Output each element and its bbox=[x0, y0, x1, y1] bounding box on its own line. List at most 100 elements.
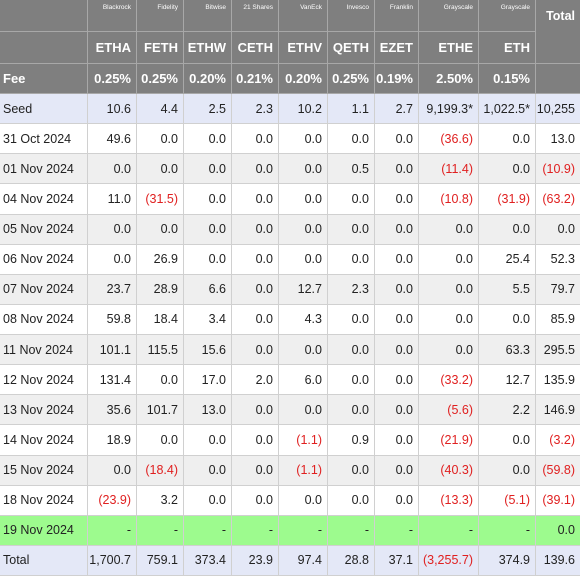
fee-value: 0.25% bbox=[88, 64, 137, 94]
flow-value-cell: 0.0 bbox=[232, 244, 279, 275]
date-row-label: 08 Nov 2024 bbox=[0, 304, 88, 335]
flow-value-cell: 37.1 bbox=[375, 545, 419, 576]
flow-value-cell: - bbox=[232, 515, 279, 546]
flow-value-cell: 0.0 bbox=[536, 214, 580, 245]
flow-value-cell: (63.2) bbox=[536, 184, 580, 215]
flow-value-cell: (31.9) bbox=[479, 184, 536, 215]
flow-value-cell: 0.0 bbox=[184, 425, 232, 456]
flow-value-cell: 0.0 bbox=[184, 184, 232, 215]
flow-value-cell: 0.0 bbox=[279, 395, 328, 426]
flow-value-cell: 6.0 bbox=[279, 365, 328, 396]
flow-value-cell: 135.9 bbox=[536, 365, 580, 396]
flow-value-cell: 0.0 bbox=[88, 154, 137, 185]
issuer-label: Grayscale bbox=[479, 0, 536, 32]
flow-value-cell: 25.4 bbox=[479, 244, 536, 275]
flow-value-cell: 97.4 bbox=[279, 545, 328, 576]
flow-value-cell: (13.3) bbox=[419, 485, 479, 516]
fee-value: 2.50% bbox=[419, 64, 479, 94]
flow-value-cell: (59.8) bbox=[536, 455, 580, 486]
flow-value-cell: 10,255 bbox=[536, 94, 580, 125]
flow-value-cell: 0.0 bbox=[184, 124, 232, 155]
flow-value-cell: 0.0 bbox=[279, 244, 328, 275]
flow-value-cell: 0.0 bbox=[137, 365, 184, 396]
flow-value-cell: 2.3 bbox=[328, 274, 375, 305]
flow-value-cell: 131.4 bbox=[88, 365, 137, 396]
flow-value-cell: (5.1) bbox=[479, 485, 536, 516]
total-column-header: Total bbox=[536, 0, 580, 64]
flow-value-cell: 0.0 bbox=[328, 184, 375, 215]
fee-value: 0.25% bbox=[137, 64, 184, 94]
flow-value-cell: 0.0 bbox=[479, 214, 536, 245]
flow-value-cell: - bbox=[184, 515, 232, 546]
issuer-label: Blackrock bbox=[88, 0, 137, 32]
flow-value-cell: 4.3 bbox=[279, 304, 328, 335]
flow-value-cell: 23.7 bbox=[88, 274, 137, 305]
flow-value-cell: 0.0 bbox=[232, 184, 279, 215]
flow-value-cell: (31.5) bbox=[137, 184, 184, 215]
flow-value-cell: 15.6 bbox=[184, 335, 232, 366]
flow-value-cell: 12.7 bbox=[479, 365, 536, 396]
issuer-label: Invesco bbox=[328, 0, 375, 32]
date-row-label: 18 Nov 2024 bbox=[0, 485, 88, 516]
flow-value-cell: (18.4) bbox=[137, 455, 184, 486]
flow-value-cell: 2.0 bbox=[232, 365, 279, 396]
flow-value-cell: (39.1) bbox=[536, 486, 580, 516]
flow-value-cell: 2.7 bbox=[375, 94, 419, 125]
fee-value: 0.20% bbox=[279, 64, 328, 94]
flow-value-cell: (36.6) bbox=[419, 124, 479, 155]
flow-value-cell: (5.6) bbox=[419, 395, 479, 426]
date-row-label: 15 Nov 2024 bbox=[0, 455, 88, 486]
ticker-label: ETHV bbox=[279, 32, 328, 64]
flow-value-cell: 10.6 bbox=[88, 94, 137, 125]
flow-value-cell: 0.0 bbox=[375, 365, 419, 396]
flow-value-cell: 13.0 bbox=[184, 395, 232, 426]
flow-value-cell: 11.0 bbox=[88, 184, 137, 215]
flow-value-cell: 10.2 bbox=[279, 94, 328, 125]
fee-value: 0.21% bbox=[232, 64, 279, 94]
date-row-label: 14 Nov 2024 bbox=[0, 425, 88, 456]
flow-value-cell: 0.0 bbox=[137, 425, 184, 456]
flow-value-cell: 374.9 bbox=[479, 545, 536, 576]
flow-value-cell: 2.2 bbox=[479, 395, 536, 426]
flow-value-cell: (40.3) bbox=[419, 455, 479, 486]
flow-value-cell: (23.9) bbox=[88, 485, 137, 516]
flow-value-cell: 0.0 bbox=[375, 244, 419, 275]
flow-value-cell: 0.0 bbox=[232, 154, 279, 185]
flow-value-cell: 0.0 bbox=[375, 154, 419, 185]
flow-value-cell: 28.9 bbox=[137, 274, 184, 305]
flow-value-cell: - bbox=[375, 515, 419, 546]
flow-value-cell: 0.0 bbox=[375, 124, 419, 155]
flow-value-cell: 28.8 bbox=[328, 545, 375, 576]
flow-value-cell: - bbox=[88, 515, 137, 546]
flow-value-cell: 0.0 bbox=[419, 214, 479, 245]
flow-value-cell: (33.2) bbox=[419, 365, 479, 396]
flow-value-cell: 79.7 bbox=[536, 274, 580, 305]
flow-value-cell: - bbox=[328, 515, 375, 546]
flow-value-cell: 0.0 bbox=[536, 515, 580, 546]
flow-value-cell: 5.5 bbox=[479, 274, 536, 305]
issuer-label: Grayscale bbox=[419, 0, 479, 32]
flow-value-cell: 0.0 bbox=[232, 395, 279, 426]
flow-value-cell: 0.0 bbox=[184, 214, 232, 245]
flow-value-cell: 0.0 bbox=[328, 455, 375, 486]
flow-value-cell: 4.4 bbox=[137, 94, 184, 125]
date-row-label: 13 Nov 2024 bbox=[0, 395, 88, 426]
flow-value-cell: 0.0 bbox=[232, 304, 279, 335]
flow-value-cell: 0.0 bbox=[279, 485, 328, 516]
flow-value-cell: 0.0 bbox=[232, 485, 279, 516]
flow-value-cell: 0.0 bbox=[232, 274, 279, 305]
flow-value-cell: 3.2 bbox=[137, 485, 184, 516]
issuer-label: Franklin bbox=[375, 0, 419, 32]
flow-value-cell: 115.5 bbox=[137, 335, 184, 366]
flow-value-cell: 3.4 bbox=[184, 304, 232, 335]
flow-value-cell: 0.0 bbox=[328, 304, 375, 335]
flow-value-cell: 0.0 bbox=[479, 154, 536, 185]
flow-value-cell: 0.0 bbox=[328, 365, 375, 396]
flow-value-cell: - bbox=[419, 515, 479, 546]
fee-total-cell bbox=[536, 64, 580, 94]
flow-value-cell: (10.9) bbox=[536, 154, 580, 185]
flow-value-cell: (3.2) bbox=[536, 425, 580, 456]
flow-value-cell: 139.6 bbox=[536, 545, 580, 576]
flow-value-cell: 0.0 bbox=[375, 184, 419, 215]
flow-value-cell: 2.3 bbox=[232, 94, 279, 125]
